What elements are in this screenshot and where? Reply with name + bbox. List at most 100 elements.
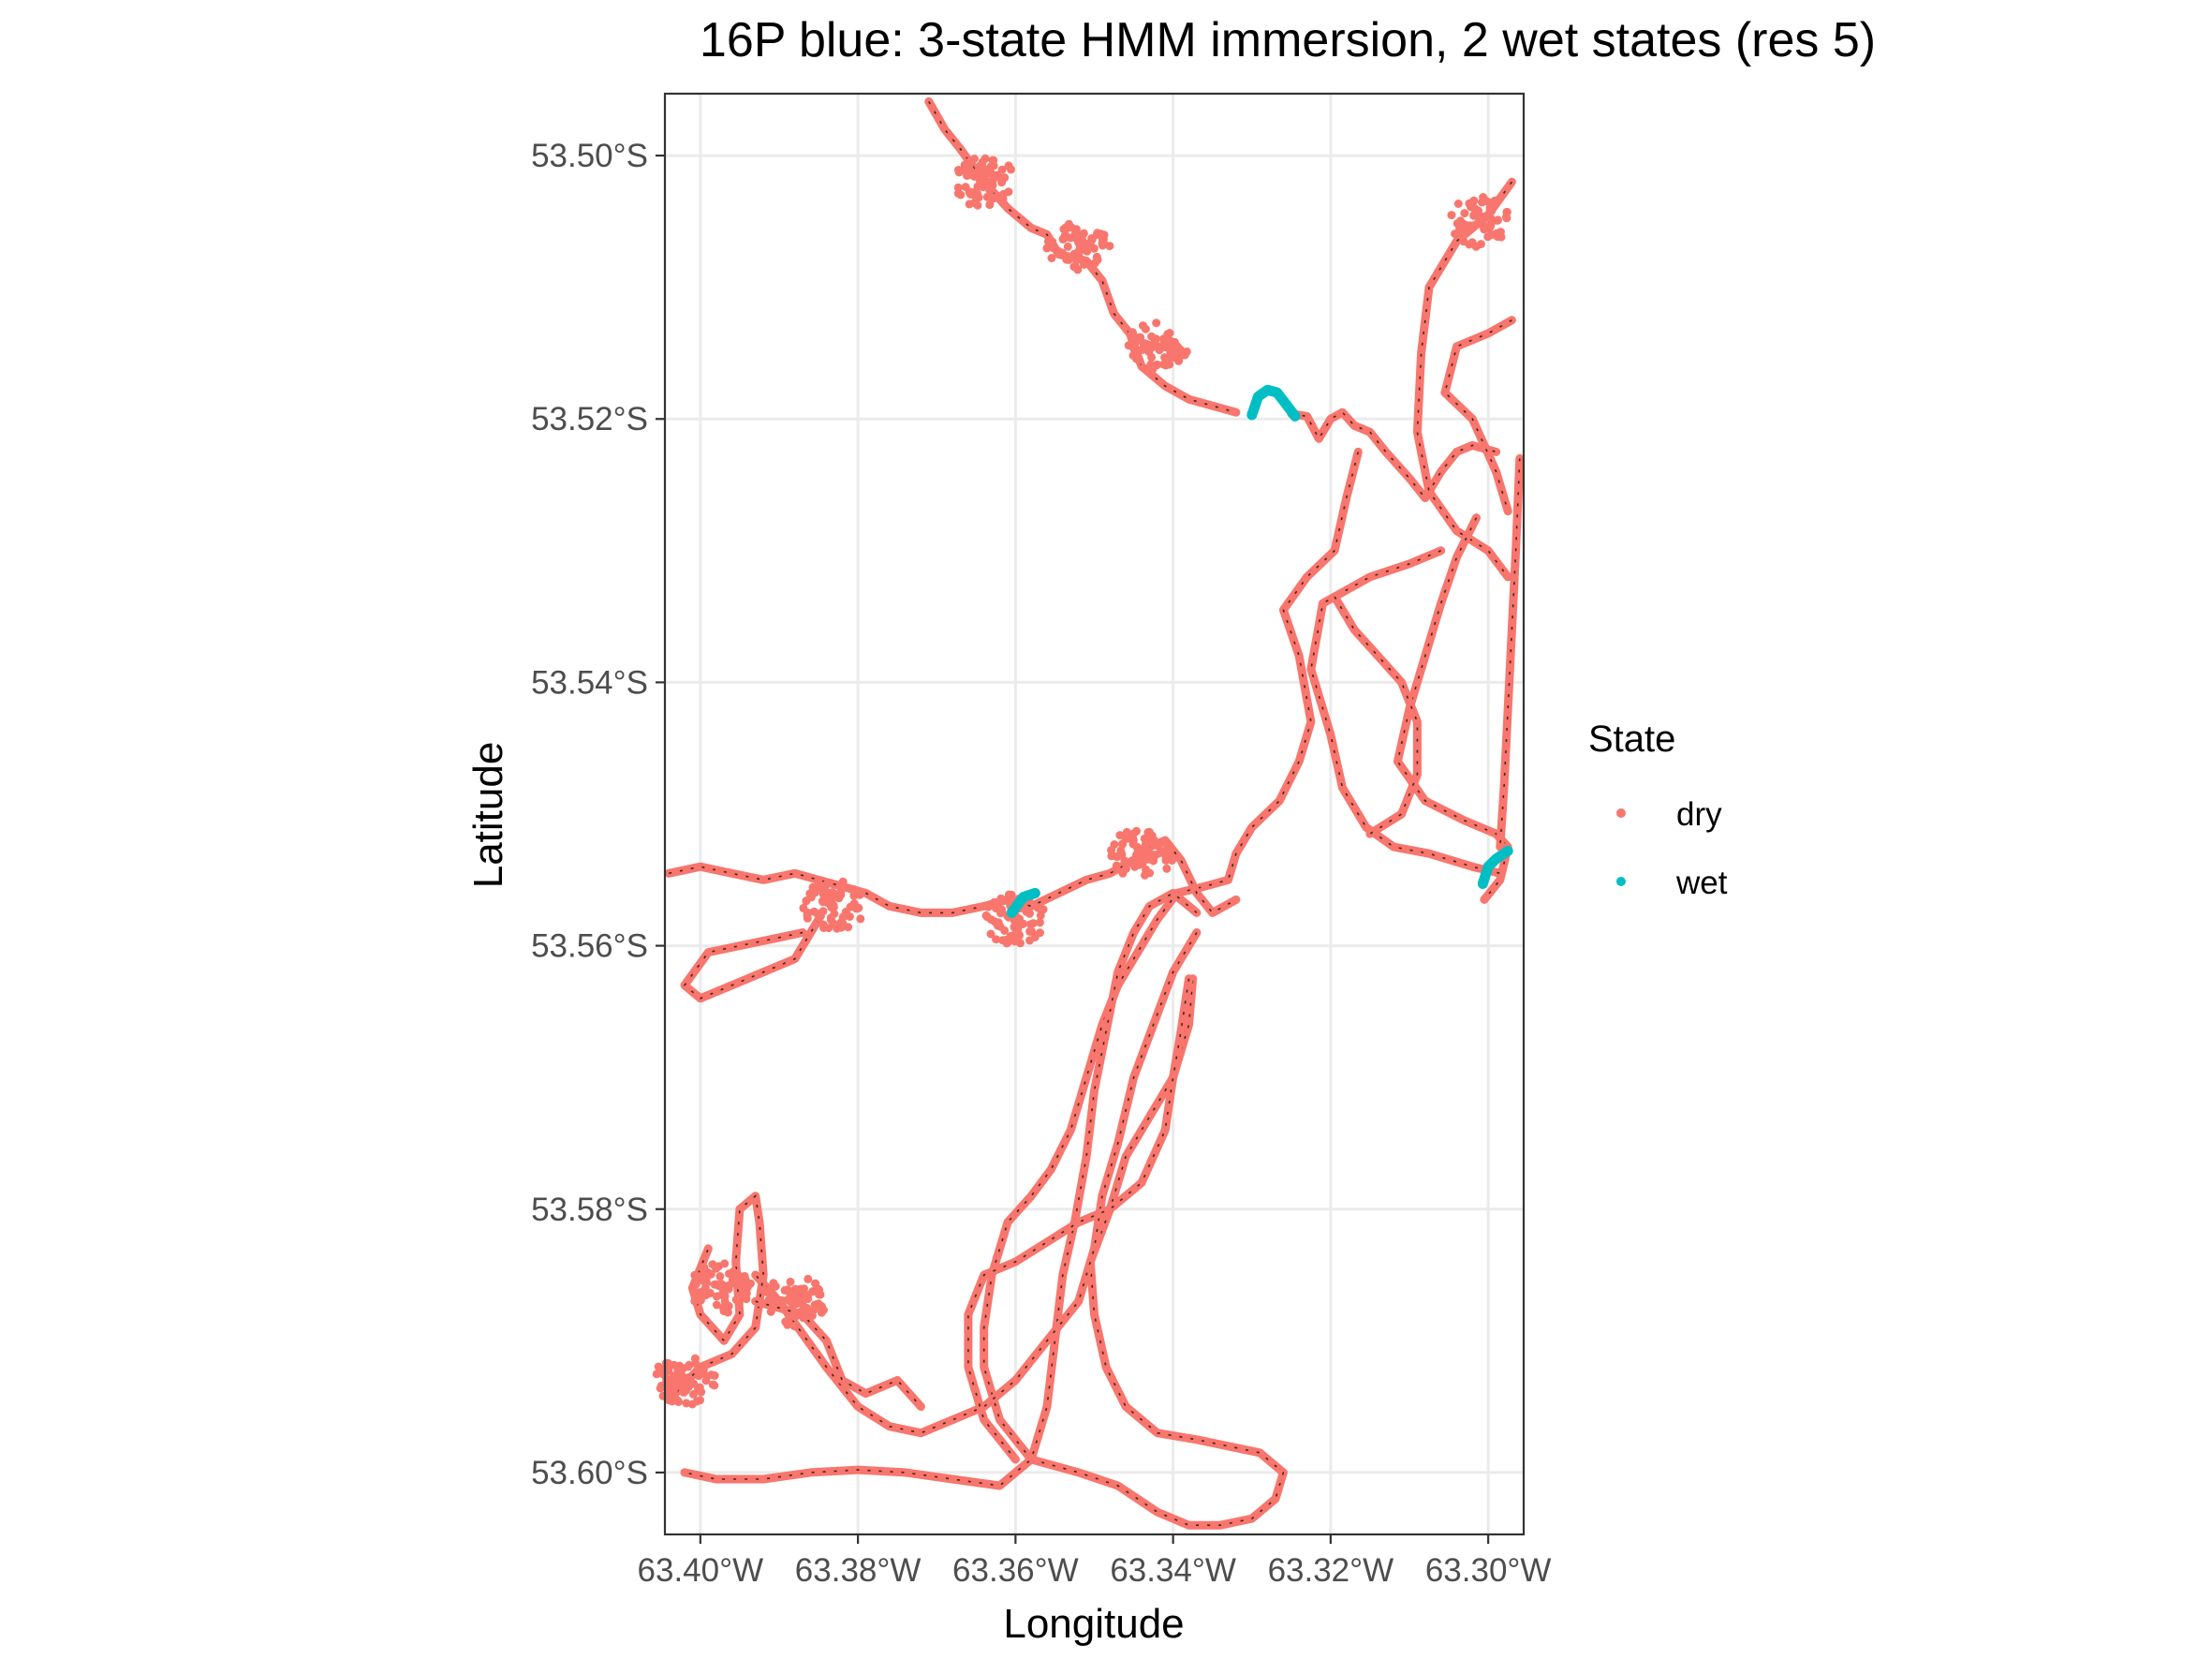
point-dry bbox=[1132, 826, 1141, 836]
point-dry bbox=[997, 178, 1007, 187]
point-dry bbox=[1115, 831, 1125, 840]
legend: State dry wet bbox=[1588, 718, 1728, 901]
point-dry bbox=[849, 885, 859, 895]
point-dry bbox=[953, 166, 963, 174]
point-dry bbox=[723, 1308, 732, 1317]
point-dry bbox=[989, 156, 998, 165]
point-dry bbox=[999, 189, 1009, 199]
x-tick-label: 63.30°W bbox=[1425, 1552, 1552, 1589]
point-dry bbox=[814, 910, 823, 919]
point-dry bbox=[1139, 338, 1148, 348]
point-dry bbox=[1153, 360, 1162, 369]
point-dry bbox=[1149, 853, 1158, 862]
point-dry bbox=[1113, 852, 1122, 862]
point-dry bbox=[695, 1288, 704, 1297]
point-dry bbox=[1022, 907, 1031, 916]
point-dry bbox=[997, 165, 1007, 174]
track-line bbox=[684, 892, 1198, 1487]
point-dry bbox=[1487, 205, 1496, 215]
point-dry bbox=[702, 1272, 712, 1281]
point-dry bbox=[689, 1389, 698, 1399]
point-dry bbox=[781, 1317, 790, 1326]
track-dry bbox=[680, 915, 823, 1003]
point-dry bbox=[1025, 926, 1035, 936]
y-tick-label: 53.52°S bbox=[531, 401, 648, 437]
point-dry bbox=[697, 1296, 705, 1305]
track-line bbox=[1290, 411, 1497, 499]
point-dry bbox=[690, 1281, 700, 1290]
point-dry bbox=[1034, 903, 1042, 912]
point-dry bbox=[980, 175, 989, 184]
point-dry bbox=[1174, 356, 1184, 365]
legend-key-wet bbox=[1616, 877, 1626, 886]
track-dry bbox=[1287, 407, 1501, 503]
track-dry bbox=[751, 1296, 925, 1412]
point-dry bbox=[818, 897, 828, 907]
point-dry bbox=[1058, 248, 1067, 258]
point-dry bbox=[826, 895, 835, 904]
point-dry bbox=[1460, 209, 1469, 218]
point-dry bbox=[715, 1272, 725, 1281]
point-dry bbox=[829, 919, 838, 928]
point-dry bbox=[1162, 864, 1172, 873]
legend-title: State bbox=[1588, 718, 1675, 760]
x-tick-label: 63.38°W bbox=[795, 1552, 922, 1589]
x-tick-label: 63.36°W bbox=[952, 1552, 1079, 1589]
track-wet bbox=[1477, 845, 1513, 889]
track-wet bbox=[1246, 384, 1301, 422]
point-dry bbox=[1093, 256, 1102, 264]
point-dry bbox=[1063, 242, 1072, 251]
point-dry bbox=[738, 1284, 747, 1294]
point-dry bbox=[803, 1311, 812, 1321]
point-dry bbox=[1025, 920, 1035, 929]
point-dry bbox=[804, 1274, 813, 1283]
point-dry bbox=[978, 157, 987, 167]
point-dry bbox=[838, 919, 848, 927]
point-dry bbox=[1164, 354, 1173, 363]
point-dry bbox=[1451, 230, 1460, 239]
point-dry bbox=[789, 1311, 798, 1321]
point-dry bbox=[1063, 223, 1072, 232]
track-line bbox=[755, 932, 1198, 1434]
track-line bbox=[967, 978, 1190, 1460]
point-dry bbox=[1502, 214, 1512, 223]
point-dry bbox=[849, 891, 859, 900]
point-dry bbox=[819, 1306, 828, 1314]
point-dry bbox=[1490, 196, 1499, 205]
point-dry bbox=[1456, 216, 1465, 226]
point-dry bbox=[1112, 861, 1121, 870]
point-dry bbox=[1135, 854, 1143, 864]
point-dry bbox=[1461, 229, 1470, 238]
point-dry bbox=[856, 914, 865, 924]
track-dry bbox=[664, 1192, 768, 1405]
point-dry bbox=[1124, 341, 1133, 350]
point-dry bbox=[1071, 225, 1081, 234]
point-dry bbox=[812, 1283, 821, 1293]
point-dry bbox=[1171, 340, 1180, 349]
point-dry bbox=[1079, 229, 1088, 238]
series-wet bbox=[1006, 384, 1513, 918]
point-dry bbox=[963, 170, 971, 180]
point-dry bbox=[682, 1399, 691, 1408]
point-dry bbox=[664, 1385, 673, 1394]
point-dry bbox=[1147, 352, 1157, 362]
point-dry bbox=[1061, 230, 1069, 240]
point-dry bbox=[705, 1288, 715, 1297]
point-dry bbox=[985, 200, 995, 210]
point-dry bbox=[1130, 862, 1140, 871]
track-wet bbox=[1006, 887, 1040, 918]
point-dry bbox=[690, 1354, 700, 1363]
track-line bbox=[1499, 458, 1521, 848]
point-dry bbox=[989, 194, 998, 203]
axes: 63.40°W 63.38°W 63.36°W 63.34°W 63.32°W 63.30… bbox=[531, 138, 1551, 1589]
point-dry bbox=[838, 877, 848, 886]
point-dry bbox=[789, 1295, 798, 1304]
point-dry bbox=[1047, 254, 1056, 262]
x-tick-label: 63.40°W bbox=[638, 1552, 764, 1589]
point-dry bbox=[984, 185, 994, 194]
point-dry bbox=[813, 881, 822, 891]
point-dry bbox=[1486, 216, 1496, 226]
point-dry bbox=[797, 1288, 805, 1297]
point-dry bbox=[684, 1382, 693, 1391]
